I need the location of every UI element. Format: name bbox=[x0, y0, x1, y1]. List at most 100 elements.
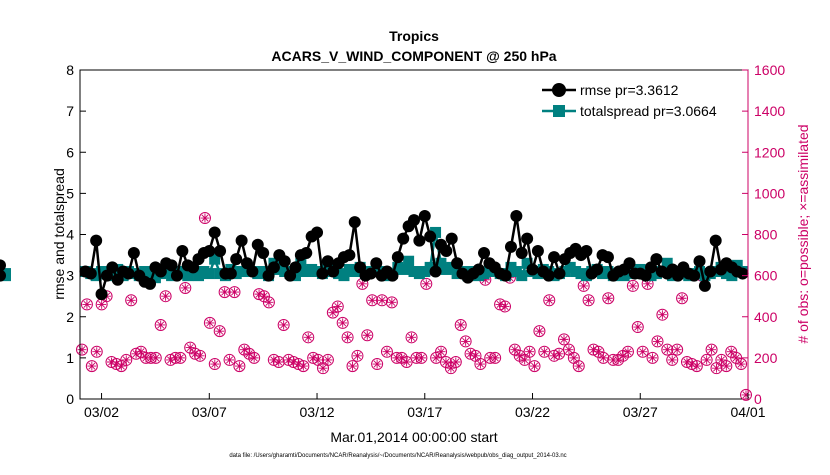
rmse-point bbox=[601, 251, 614, 264]
obs-point bbox=[262, 296, 275, 309]
y2-tick-label: 1200 bbox=[754, 144, 785, 160]
y2-tick-label: 200 bbox=[754, 350, 778, 366]
rmse-point bbox=[0, 269, 6, 282]
y-tick-label: 5 bbox=[66, 185, 74, 201]
obs-point bbox=[420, 277, 433, 290]
obs-point bbox=[651, 335, 664, 348]
rmse-point bbox=[499, 269, 512, 282]
totalspread-point bbox=[295, 257, 307, 269]
obs-point bbox=[405, 331, 418, 344]
rmse-point bbox=[478, 247, 491, 260]
obs-point bbox=[159, 290, 172, 303]
rmse-point bbox=[343, 249, 356, 262]
rmse-point bbox=[451, 257, 464, 270]
obs-point bbox=[184, 341, 197, 354]
obs-point bbox=[705, 343, 718, 356]
obs-point bbox=[508, 343, 521, 356]
rmse-point bbox=[397, 232, 410, 245]
y-tick-label: 8 bbox=[66, 62, 74, 78]
legend-totalspread-marker bbox=[553, 105, 565, 117]
rmse-point bbox=[424, 230, 437, 243]
rmse-point bbox=[224, 267, 237, 280]
totalspread-point bbox=[435, 257, 447, 269]
y-tick-label: 2 bbox=[66, 309, 74, 325]
obs-point bbox=[700, 353, 713, 366]
rmse-point bbox=[408, 214, 420, 227]
rmse-point bbox=[445, 232, 458, 245]
x-tick-label: 03/27 bbox=[623, 404, 658, 420]
obs-point bbox=[710, 362, 723, 375]
obs-point bbox=[361, 329, 374, 342]
obs-point bbox=[454, 318, 467, 331]
rmse-point bbox=[429, 265, 442, 278]
rmse-point bbox=[548, 251, 561, 264]
x-tick-label: 03/02 bbox=[84, 404, 119, 420]
rmse-point bbox=[504, 240, 517, 253]
totalspread-point bbox=[403, 255, 415, 267]
obs-point bbox=[174, 351, 187, 364]
obs-point bbox=[715, 353, 728, 366]
obs-point bbox=[120, 353, 133, 366]
rmse-point bbox=[526, 263, 539, 276]
obs-point bbox=[257, 290, 270, 303]
x-tick-label: 03/07 bbox=[192, 404, 227, 420]
rmse-point bbox=[214, 244, 227, 257]
rmse-point bbox=[370, 257, 383, 270]
obs-point bbox=[489, 351, 502, 364]
obs-point bbox=[198, 212, 211, 225]
rmse-point bbox=[364, 267, 377, 280]
rmse-point bbox=[208, 226, 221, 239]
obs-point bbox=[203, 316, 216, 329]
rmse-point bbox=[704, 265, 717, 278]
rmse-point bbox=[84, 267, 97, 280]
y-tick-label: 7 bbox=[66, 103, 74, 119]
obs-point bbox=[336, 316, 349, 329]
totalspread-point bbox=[203, 268, 215, 280]
obs-point bbox=[351, 349, 364, 362]
rmse-series bbox=[0, 209, 749, 301]
totalspread-point bbox=[516, 270, 528, 282]
obs-point bbox=[656, 308, 669, 321]
obs-point bbox=[666, 353, 679, 366]
x-tick-label: 03/12 bbox=[300, 404, 335, 420]
rmse-point bbox=[300, 247, 313, 260]
obs-point bbox=[194, 349, 207, 362]
obs-point bbox=[385, 296, 398, 309]
obs-point bbox=[95, 298, 108, 311]
obs-point bbox=[523, 345, 536, 358]
rmse-point bbox=[542, 269, 555, 282]
rmse-point bbox=[580, 244, 593, 257]
rmse-point bbox=[391, 251, 404, 264]
x-tick-label: 03/22 bbox=[515, 404, 550, 420]
totalspread-point bbox=[182, 270, 194, 282]
y2-tick-label: 800 bbox=[754, 227, 778, 243]
rmse-point bbox=[144, 277, 157, 290]
rmse-point bbox=[106, 261, 119, 274]
rmse-point bbox=[348, 216, 361, 229]
y-tick-label: 1 bbox=[66, 350, 74, 366]
rmse-point bbox=[472, 263, 485, 276]
rmse-point bbox=[165, 259, 178, 272]
chart-subtitle: ACARS_V_WIND_COMPONENT @ 250 hPa bbox=[271, 48, 556, 64]
y-tick-label: 6 bbox=[66, 144, 74, 160]
rmse-point bbox=[122, 267, 135, 280]
x-tick-label: 03/17 bbox=[407, 404, 442, 420]
y2-tick-label: 0 bbox=[754, 391, 762, 407]
legend-rmse-label: rmse pr=3.3612 bbox=[580, 82, 679, 98]
totalspread-point bbox=[397, 263, 409, 275]
x-axis-label: Mar.01,2014 00:00:00 start bbox=[330, 429, 497, 445]
rmse-point bbox=[709, 234, 722, 247]
obs-point bbox=[272, 355, 285, 368]
obs-point bbox=[646, 351, 659, 364]
rmse-point bbox=[440, 244, 453, 257]
obs-point bbox=[474, 358, 487, 371]
obs-point bbox=[317, 362, 330, 375]
rmse-point bbox=[170, 269, 183, 282]
obs-point bbox=[602, 292, 615, 305]
legend: rmse pr=3.3612 totalspread pr=3.0664 bbox=[542, 82, 717, 119]
obs-point bbox=[444, 362, 457, 375]
obs-point bbox=[435, 345, 448, 358]
y-tick-label: 0 bbox=[66, 391, 74, 407]
obs-point bbox=[469, 349, 482, 362]
rmse-point bbox=[127, 247, 140, 260]
